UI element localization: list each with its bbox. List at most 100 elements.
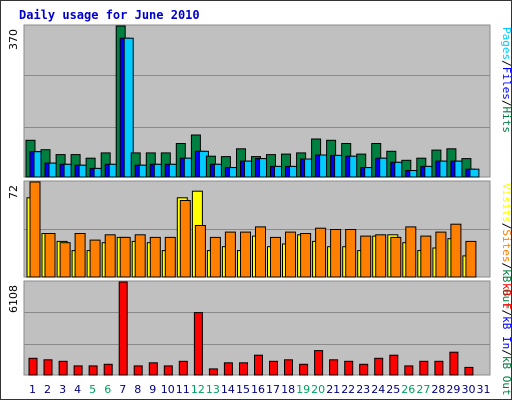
kbytes-bar-kb-f-day-26 [404, 365, 414, 376]
x-tick-label-day-2: 2 [44, 383, 51, 396]
x-tick-label-day-18: 18 [281, 383, 295, 396]
visits-sites-legend-item: / [500, 223, 512, 230]
x-tick-label-day-4: 4 [74, 383, 81, 396]
x-tick-label-day-25: 25 [386, 383, 400, 396]
kbytes-bar-kb-f-day-22 [344, 360, 354, 376]
visits-sites-legend: Visits/Sites/kB Out [500, 183, 512, 309]
x-tick-label-day-22: 22 [341, 383, 355, 396]
kbytes-bar-kb-f-day-14 [223, 362, 233, 376]
visits-sites-bar-sites-day-5 [89, 239, 101, 278]
visits-sites-bar-sites-day-19 [300, 233, 312, 278]
kbytes-bar-kb-f-day-25 [389, 354, 399, 376]
hits-files-pages-legend-item: Hits [500, 107, 512, 134]
hits-files-pages-ymax-label: 370 [7, 29, 20, 50]
visits-sites-legend-item: Sites [500, 229, 512, 262]
visits-sites-bar-sites-day-24 [375, 234, 387, 278]
hits-files-pages-legend-item: / [500, 100, 512, 107]
visits-sites-bar-sites-day-21 [330, 229, 342, 278]
hits-files-pages-bar-pages-day-7 [123, 37, 134, 178]
visits-sites-bar-sites-day-8 [134, 234, 146, 278]
kbytes-bar-kb-f-day-11 [178, 360, 188, 376]
hits-files-pages-panel [23, 24, 491, 178]
hits-files-pages-legend-item: / [500, 60, 512, 67]
x-tick-label-day-12: 12 [191, 383, 205, 396]
x-tick-label-day-17: 17 [266, 383, 280, 396]
x-tick-label-day-14: 14 [221, 383, 235, 396]
visits-sites-bar-sites-day-7 [119, 236, 131, 278]
kbytes-bar-kb-f-day-27 [419, 360, 429, 376]
x-tick-label-day-27: 27 [416, 383, 430, 396]
visits-sites-ymax-label: 72 [7, 185, 20, 199]
visits-sites-bar-sites-day-28 [435, 231, 447, 278]
kbytes-bar-kb-f-day-30 [464, 366, 474, 376]
kbytes-legend: kB F/kB In/kB Out [500, 283, 512, 396]
kbytes-bar-kb-f-day-17 [269, 360, 278, 376]
kbytes-legend-item: / [500, 310, 512, 317]
kbytes-legend-item: kB Out [500, 356, 512, 396]
kbytes-legend-item: / [500, 349, 512, 356]
visits-sites-bar-sites-day-3 [59, 242, 71, 278]
visits-sites-legend-item: / [500, 263, 512, 270]
kbytes-bar-kb-f-day-2 [43, 359, 53, 376]
visits-sites-bar-sites-day-26 [405, 226, 417, 278]
kbytes-bar-kb-f-day-15 [239, 362, 248, 376]
kbytes-bar-kb-f-day-12 [193, 312, 203, 376]
hits-files-pages-legend: Pages/Files/Hits [500, 27, 512, 133]
kbytes-bar-kb-f-day-7 [118, 281, 128, 376]
kbytes-bar-kb-f-day-21 [329, 359, 339, 376]
visits-sites-bar-sites-day-9 [149, 236, 161, 278]
kbytes-bar-kb-f-day-20 [314, 350, 324, 376]
visits-sites-legend-item: Visits [500, 183, 512, 223]
visits-sites-bar-sites-day-16 [255, 226, 266, 278]
x-tick-label-day-7: 7 [119, 383, 126, 396]
visits-sites-bar-sites-day-10 [164, 236, 176, 278]
x-tick-label-day-3: 3 [59, 383, 66, 396]
visits-sites-bar-sites-day-30 [465, 240, 477, 278]
x-tick-label-day-11: 11 [176, 383, 190, 396]
chart-title: Daily usage for June 2010 [19, 8, 200, 22]
visits-sites-bar-sites-day-23 [360, 235, 372, 278]
visits-sites-bar-sites-day-25 [390, 236, 402, 278]
x-tick-label-day-24: 24 [371, 383, 385, 396]
visits-sites-legend-item: kB Out [500, 269, 512, 309]
kbytes-bar-kb-f-day-29 [449, 351, 459, 376]
kbytes-bar-kb-f-day-16 [254, 354, 263, 376]
x-tick-label-day-8: 8 [134, 383, 141, 396]
x-tick-label-day-20: 20 [311, 383, 325, 396]
kbytes-bar-kb-f-day-28 [434, 360, 444, 376]
kbytes-bar-kb-f-day-1 [28, 357, 38, 376]
visits-sites-bar-sites-day-2 [44, 233, 56, 278]
x-tick-label-day-21: 21 [326, 383, 340, 396]
kbytes-bar-kb-f-day-18 [284, 359, 293, 376]
kbytes-bar-kb-f-day-24 [374, 357, 384, 376]
visits-sites-bar-sites-day-11 [179, 200, 191, 278]
x-tick-label-day-23: 23 [356, 383, 370, 396]
kbytes-ymax-label: 6108 [7, 285, 20, 313]
hits-files-pages-bar-pages-day-30 [469, 168, 480, 178]
visits-sites-bar-sites-day-13 [209, 236, 221, 278]
x-tick-label-day-6: 6 [104, 383, 111, 396]
visits-sites-bar-sites-day-1 [29, 181, 41, 278]
kbytes-bar-kb-f-day-10 [163, 365, 173, 376]
kbytes-bar-kb-f-day-3 [58, 360, 68, 376]
x-tick-label-day-13: 13 [206, 383, 220, 396]
x-tick-label-day-31: 31 [477, 383, 491, 396]
kbytes-bar-kb-f-day-9 [148, 362, 158, 376]
visits-sites-bar-sites-day-18 [285, 231, 296, 278]
x-tick-label-day-29: 29 [446, 383, 460, 396]
visits-sites-bar-sites-day-4 [74, 233, 86, 278]
kbytes-bar-kb-f-day-4 [73, 365, 83, 376]
kbytes-bar-kb-f-day-19 [299, 363, 309, 376]
kbytes-legend-item: kB In [500, 316, 512, 349]
visits-sites-bar-sites-day-12 [194, 225, 206, 278]
x-tick-label-day-9: 9 [149, 383, 156, 396]
hits-files-pages-legend-item: Pages [500, 27, 512, 60]
visits-sites-bar-sites-day-15 [240, 231, 251, 278]
x-tick-label-day-28: 28 [431, 383, 445, 396]
x-tick-label-day-19: 19 [296, 383, 310, 396]
visits-sites-bar-sites-day-27 [420, 235, 432, 278]
hits-files-pages-legend-item: Files [500, 67, 512, 100]
x-tick-label-day-30: 30 [462, 383, 476, 396]
kbytes-bar-kb-f-day-6 [103, 363, 113, 376]
